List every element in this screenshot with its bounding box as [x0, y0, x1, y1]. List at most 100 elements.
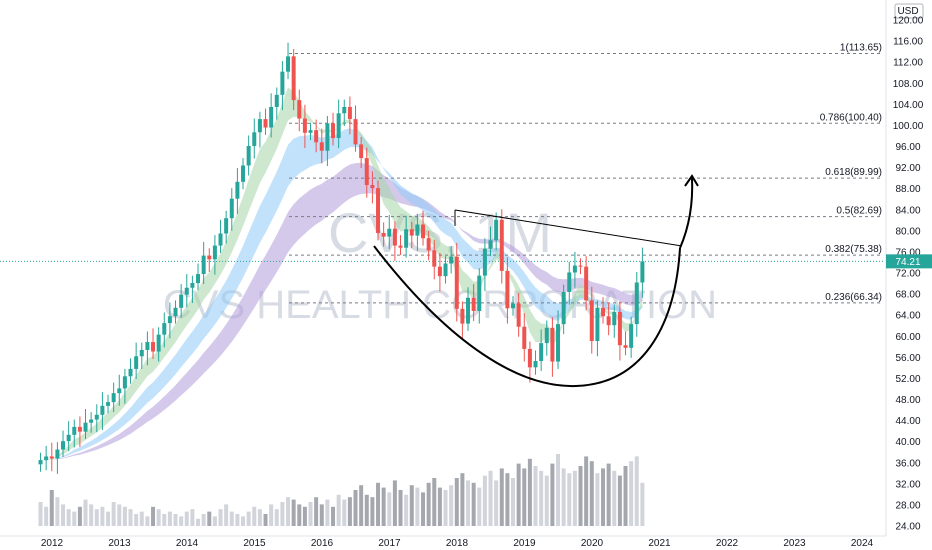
volume-bar	[280, 502, 285, 526]
candle-body	[409, 229, 414, 236]
volume-bar	[308, 502, 313, 526]
volume-bar	[572, 470, 577, 526]
candle-body	[398, 245, 403, 248]
volume-bar	[66, 509, 71, 526]
volume-bar	[235, 514, 240, 526]
candle-body	[111, 393, 116, 403]
volume-bar	[83, 499, 88, 526]
candle-body	[274, 94, 279, 107]
y-tick-label: 72.00	[895, 269, 920, 280]
candles	[38, 42, 645, 474]
volume-bar	[488, 470, 493, 526]
x-tick-label: 2018	[446, 538, 469, 549]
x-tick-label: 2022	[716, 538, 739, 549]
candle-body	[533, 361, 538, 368]
candle-body	[308, 130, 313, 133]
volume-bar	[516, 463, 521, 526]
volume-bar	[297, 504, 302, 526]
y-tick-label: 28.00	[895, 500, 920, 511]
candle-body	[94, 414, 99, 420]
candle-body	[505, 270, 510, 309]
candle-body	[539, 343, 544, 362]
candle-body	[314, 130, 319, 143]
fib-label: 0.786(100.40)	[820, 112, 882, 123]
volume-bar	[252, 506, 257, 526]
fib-label: 0.236(66.34)	[825, 292, 882, 303]
volume-bar	[331, 506, 336, 526]
volume-bar	[482, 475, 487, 526]
x-tick-label: 2015	[243, 538, 266, 549]
breakout-arrowhead	[684, 174, 699, 187]
candle-body	[319, 142, 324, 151]
price-axis-bg	[886, 0, 932, 550]
candle-body	[77, 426, 82, 432]
volume-bar	[550, 463, 555, 526]
volume-bar	[151, 506, 156, 526]
candle-body	[359, 144, 364, 159]
volume-bar	[336, 494, 341, 526]
candle-body	[167, 316, 172, 324]
fib-label: 0.5(82.69)	[836, 206, 882, 217]
candle-body	[229, 198, 234, 219]
candle-body	[212, 245, 217, 260]
volume-bar	[561, 468, 566, 526]
candle-body	[342, 106, 347, 114]
candle-body	[218, 233, 223, 246]
candle-body	[173, 307, 178, 317]
candle-body	[601, 307, 606, 317]
candle-body	[38, 460, 43, 465]
x-tick-label: 2012	[41, 538, 64, 549]
candle-body	[302, 118, 307, 133]
volume-bar	[229, 511, 234, 526]
x-tick-label: 2013	[108, 538, 131, 549]
volume-bar	[460, 473, 465, 526]
candle-body	[471, 297, 476, 311]
candle-body	[252, 132, 257, 146]
volume-bar	[634, 456, 639, 526]
candle-body	[257, 119, 262, 133]
candle-body	[381, 232, 386, 237]
volume-bar	[437, 487, 442, 526]
candle-body	[117, 388, 122, 394]
candle-body	[331, 123, 336, 139]
fib-label: 0.382(75.38)	[825, 244, 882, 255]
volume-bar	[499, 468, 504, 526]
ema-band-slow	[40, 162, 643, 461]
candle-body	[246, 145, 251, 166]
volume-bar	[314, 497, 319, 526]
volume-bar	[623, 466, 628, 526]
volume-bar	[246, 511, 251, 526]
volume-bar	[359, 485, 364, 526]
volume-bar	[527, 458, 532, 526]
x-tick-label: 2014	[176, 538, 199, 549]
volume-bar	[347, 497, 352, 526]
candle-body	[634, 282, 639, 325]
x-tick-label: 2016	[311, 538, 334, 549]
volume-bar	[404, 494, 409, 526]
candle-body	[106, 402, 111, 406]
candle-body	[421, 224, 426, 239]
candle-body	[572, 265, 577, 273]
volume-bar	[196, 518, 201, 526]
candle-body	[325, 123, 330, 151]
candle-body	[201, 255, 206, 275]
candle-body	[511, 303, 516, 309]
candle-body	[589, 300, 594, 341]
volume-bar	[201, 514, 206, 526]
volume-bar	[387, 492, 392, 526]
candle-body	[376, 188, 381, 233]
volume-bar	[139, 511, 144, 526]
volume-bar	[376, 482, 381, 526]
volume-bar	[122, 506, 127, 526]
candle-body	[550, 327, 555, 362]
volume-bar	[471, 482, 476, 526]
volume-bar	[291, 499, 296, 526]
candle-body	[280, 71, 285, 95]
volume-bar	[449, 485, 454, 526]
candle-body	[72, 426, 77, 435]
currency-label: USD	[897, 6, 918, 17]
y-tick-label: 112.00	[893, 58, 923, 69]
candle-body	[122, 376, 127, 389]
volume-bar	[274, 509, 279, 526]
candle-body	[460, 308, 465, 324]
